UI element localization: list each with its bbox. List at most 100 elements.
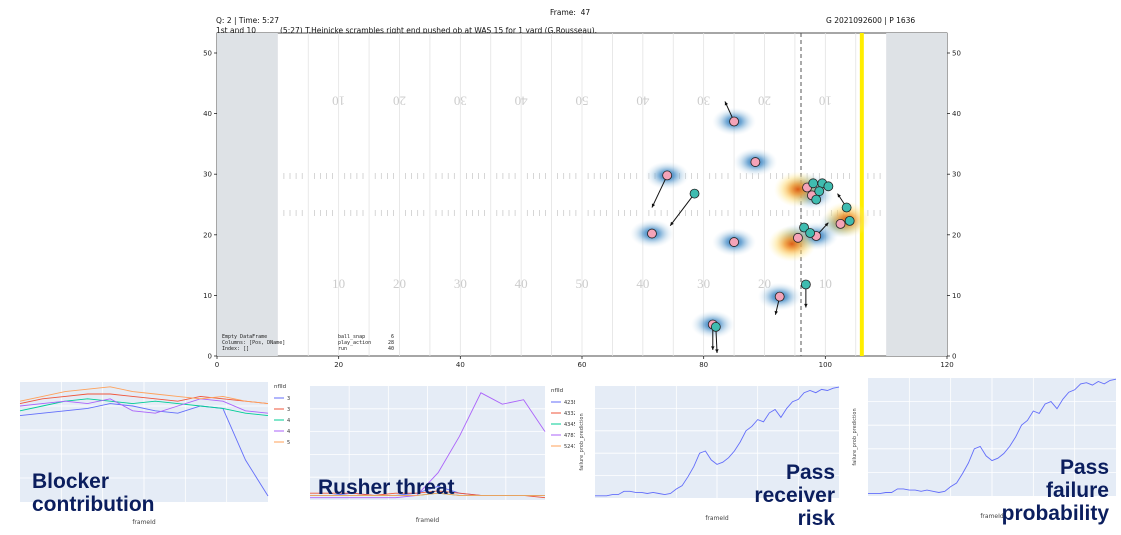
legend-label: 38888 [287, 407, 290, 413]
x-tick-label: 20 [334, 361, 343, 369]
yard-number-bottom: 40 [636, 276, 649, 291]
y-tick-label-left: 40 [203, 110, 212, 118]
yard-number-top: 40 [636, 94, 649, 109]
x-tick-label: 100 [819, 361, 832, 369]
motion-arrow [669, 193, 695, 227]
offense-player-marker [811, 194, 822, 205]
legend-label: 47876 [564, 433, 575, 439]
stat-label: ball_snap [338, 334, 366, 340]
defense-player-marker [662, 170, 673, 181]
blocker-contribution-label: Blocker contribution [32, 470, 154, 516]
legend-label: 38673 [287, 396, 290, 402]
motion-arrowhead [711, 346, 715, 350]
x-axis-label: frameId [705, 515, 729, 522]
motion-arrow [651, 175, 668, 208]
defense-player-marker [750, 157, 761, 167]
motion-arrowhead [824, 222, 829, 227]
right-endzone [886, 33, 947, 356]
yard-number-top: 30 [454, 94, 467, 109]
quarter-time: Q: 2 | Time: 5:27 [216, 16, 279, 25]
rusher-chart: frameId nflId42381 43326 43451 47876 52411 [310, 386, 575, 524]
motion-arrowhead [715, 349, 719, 353]
rusher-threat-label: Rusher threat [318, 476, 455, 499]
field-stats: ball_snap 6 play_action 28 run 40 [338, 334, 394, 352]
label-line: Rusher threat [318, 476, 455, 499]
yard-number-top: 30 [697, 94, 710, 109]
offense-player-marker [844, 215, 855, 226]
series-line [595, 386, 840, 497]
stat-row: ball_snap 6 [338, 334, 394, 340]
y-tick-label-left: 20 [203, 231, 212, 239]
yard-number-top: 40 [515, 94, 528, 109]
series-line [19, 403, 269, 497]
yard-number-bottom: 30 [697, 276, 710, 291]
x-axis-label: frameId [132, 519, 156, 526]
offense-player-marker [799, 222, 809, 233]
field-info: Empty DataFrame Columns: [Pos, DName] In… [222, 334, 285, 352]
yard-number-bottom: 40 [515, 276, 528, 291]
stat-row: run 40 [338, 346, 394, 352]
x-tick-label: 60 [578, 361, 587, 369]
x-tick-label: 40 [456, 361, 465, 369]
y-tick-label-left: 30 [203, 171, 212, 179]
motion-arrowhead [837, 193, 841, 198]
series-line [19, 393, 269, 405]
defense-player-marker [774, 291, 785, 302]
left-endzone [217, 33, 278, 356]
legend-label: 42381 [564, 400, 575, 406]
offense-player-marker [689, 188, 700, 199]
field-chart: 10 20 30 40 50 40 30 20 10 10 20 30 40 50 40 30 20 100 20 4… [203, 32, 961, 369]
legend-label: 44849 [287, 429, 290, 435]
label-line: Pass [1059, 456, 1109, 479]
x-tick-label: 120 [940, 361, 953, 369]
receiver-chart: frameId failure_prob_prediction [579, 386, 840, 522]
offense-player-marker [710, 322, 721, 332]
label-line: Blocker [32, 470, 110, 493]
offense-player-marker [805, 228, 816, 238]
y-axis-label: failure_prob_prediction [579, 413, 585, 470]
y-axis-label: failure_prob_prediction [852, 408, 858, 465]
stat-value: 28 [387, 340, 394, 346]
stat-label: run [338, 346, 348, 352]
offense-player-marker [800, 279, 811, 290]
defense-player-marker [647, 228, 657, 239]
label-line: receiver [754, 484, 835, 507]
defense-player-marker [793, 232, 803, 243]
game-play-id: G 2021092600 | P 1636 [826, 16, 916, 25]
info-line-1: Empty DataFrame [222, 334, 268, 340]
offense-player-marker [814, 186, 825, 197]
yard-number-bottom: 10 [819, 276, 832, 291]
label-line: Pass [785, 461, 835, 484]
stat-label: play_action [338, 340, 372, 346]
y-tick-label-left: 50 [203, 49, 212, 57]
legend-label: 52480 [287, 440, 290, 446]
y-tick-label-left: 0 [208, 353, 212, 361]
down-distance: 1st and 10 [216, 26, 257, 35]
series-line [19, 386, 269, 405]
defense-player-marker [729, 237, 739, 247]
pass-failure-probability-label: Pass failure probability [1002, 456, 1109, 525]
y-tick-label-right: 0 [952, 353, 956, 361]
legend-title: nflId [551, 388, 563, 394]
offense-density [767, 225, 816, 262]
blocker-contribution-panel: frameId nflId 38673 38888 42500 44849 52480 Bl… [0, 378, 290, 535]
stat-value: 40 [387, 346, 394, 352]
defense-player-marker [835, 218, 846, 229]
info-line-3: Index: [] [222, 346, 250, 352]
x-axis-label: frameId [416, 517, 440, 524]
series-line [868, 378, 1117, 495]
x-tick-label: 0 [215, 361, 219, 369]
yard-number-top: 20 [393, 94, 406, 109]
yard-number-top: 20 [758, 94, 771, 109]
y-tick-label-right: 20 [952, 231, 961, 239]
yard-number-bottom: 10 [332, 276, 345, 291]
y-tick-label-right: 30 [952, 171, 961, 179]
series-line [310, 492, 545, 496]
y-tick-label-right: 40 [952, 110, 961, 118]
yard-number-bottom: 50 [576, 276, 589, 291]
label-line: failure [1045, 479, 1109, 502]
y-tick-label-right: 50 [952, 49, 961, 57]
yard-number-top: 10 [332, 94, 345, 109]
legend-label: 43326 [564, 411, 575, 417]
label-line: contribution [32, 493, 155, 516]
